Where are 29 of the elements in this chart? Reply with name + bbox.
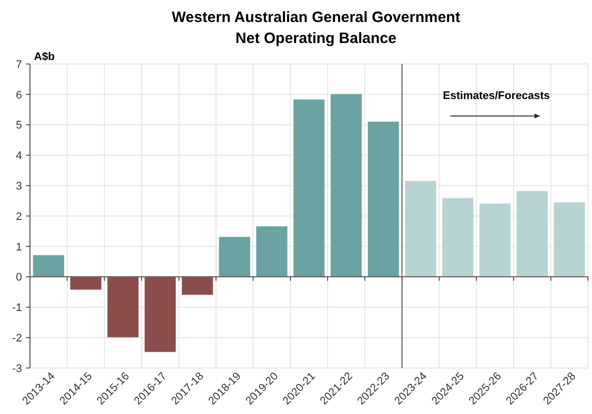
y-tick-label: 7 (16, 58, 22, 71)
bar (516, 190, 548, 278)
chart-title: Western Australian General Government Net Operating Balance (172, 9, 460, 47)
bar (553, 202, 586, 278)
bar (256, 226, 288, 278)
y-tick-label: -3 (12, 362, 22, 375)
bar (478, 202, 512, 278)
y-tick-label: 3 (16, 180, 22, 192)
bar (70, 276, 102, 290)
bar (330, 93, 362, 278)
bar (106, 276, 140, 338)
bar (181, 276, 214, 296)
y-tick-label: 0 (16, 272, 22, 284)
y-tick-label: 1 (16, 241, 22, 254)
bar (367, 121, 400, 278)
bar (144, 276, 176, 353)
y-tick-label: -2 (12, 332, 22, 344)
bar (292, 98, 326, 278)
y-tick-label: -1 (12, 302, 22, 314)
bar (32, 254, 65, 278)
y-tick-label: 2 (16, 210, 22, 223)
y-tick-label: 4 (16, 150, 22, 162)
y-axis-title: A$b (34, 51, 56, 63)
bar (442, 197, 474, 278)
bar (404, 180, 437, 278)
annotation: Estimates/Forecasts (442, 90, 550, 102)
y-tick-label: 6 (16, 89, 22, 102)
y-tick-label: 5 (16, 120, 22, 132)
bar (218, 236, 251, 278)
